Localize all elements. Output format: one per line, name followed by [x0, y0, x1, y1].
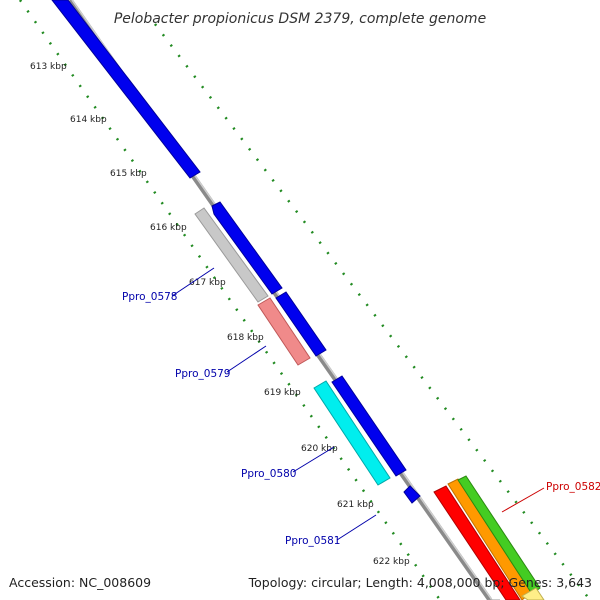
kbp-label: 619 kbp — [264, 388, 301, 398]
leader-line-0580 — [292, 446, 335, 473]
forward-cds-4[interactable] — [331, 375, 407, 477]
gene-label-ppro-0581[interactable]: Ppro_0581 — [285, 535, 340, 547]
forward-cds-3[interactable] — [275, 291, 327, 357]
accession-text: Accession: NC_008609 — [9, 575, 151, 590]
kbp-label: 615 kbp — [110, 169, 147, 179]
kbp-label: 618 kbp — [227, 333, 264, 343]
forward-cds-2[interactable] — [211, 201, 283, 295]
kbp-label: 616 kbp — [150, 223, 187, 233]
gene-label-ppro-0580[interactable]: Ppro_0580 — [241, 468, 296, 480]
gene-label-ppro-0582[interactable]: Ppro_0582 — [546, 481, 600, 493]
leader-line-0578 — [171, 267, 215, 297]
genome-summary-text: Topology: circular; Length: 4,008,000 bp… — [248, 575, 592, 590]
kbp-label: 622 kbp — [373, 557, 410, 567]
map-title: Pelobacter propionicus DSM 2379, complet… — [114, 11, 486, 27]
inner-tick-track — [18, 0, 442, 600]
gene-label-ppro-0579[interactable]: Ppro_0579 — [175, 368, 230, 380]
gene-label-ppro-0578[interactable]: Ppro_0578 — [122, 291, 177, 303]
outer-tick-track — [154, 23, 591, 600]
forward-strand-arrow[interactable] — [403, 485, 421, 504]
kbp-label: 621 kbp — [337, 500, 374, 510]
leader-line-0581 — [336, 514, 377, 541]
leader-line-0579 — [226, 345, 267, 373]
kbp-label: 617 kbp — [189, 278, 226, 288]
cds-ppro-0578[interactable] — [194, 207, 269, 303]
cds-ppro-0580[interactable] — [313, 380, 391, 486]
cds-yellow[interactable] — [521, 587, 545, 600]
cds-green[interactable] — [457, 475, 541, 595]
leader-line-0582 — [501, 487, 545, 513]
cds-ppro-0579[interactable] — [257, 297, 311, 366]
forward-cds-1[interactable] — [51, 0, 201, 179]
cds-red[interactable] — [433, 485, 521, 600]
kbp-label: 620 kbp — [301, 444, 338, 454]
kbp-label: 614 kbp — [70, 115, 107, 125]
kbp-label: 613 kbp — [30, 62, 67, 72]
